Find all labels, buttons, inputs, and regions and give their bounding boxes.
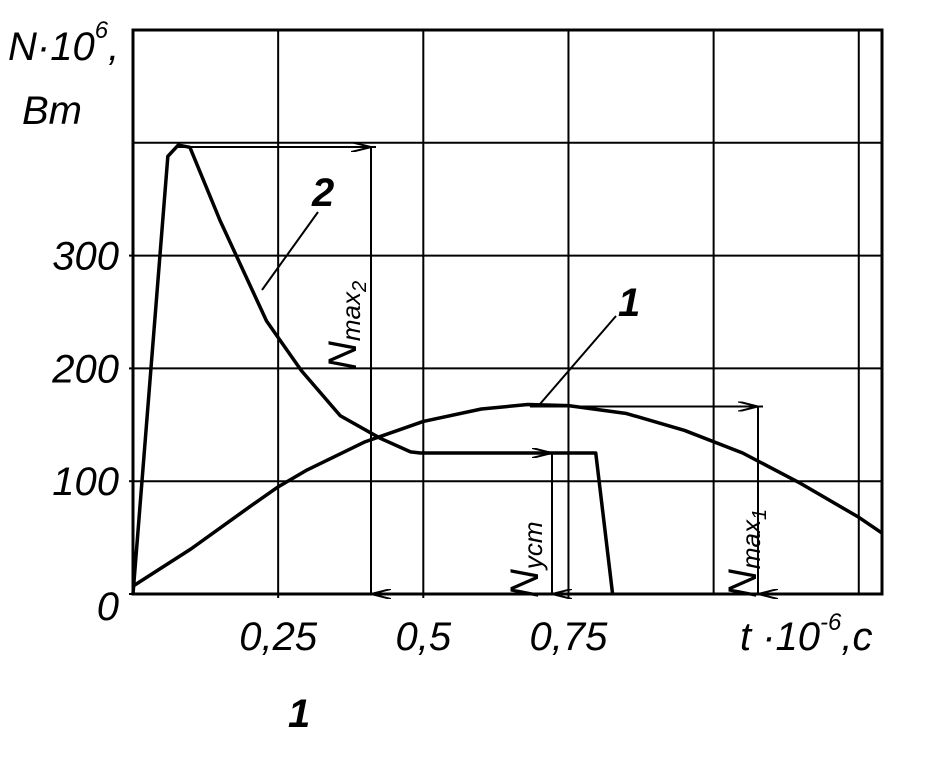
annotation-index: 1 <box>749 509 771 520</box>
annotation-index: 2 <box>349 281 371 293</box>
y-tick-label: 0 <box>97 585 119 629</box>
annotation-main: N <box>321 341 365 370</box>
x-label-base: t ·10 <box>740 615 820 659</box>
y-label-exp: 6 <box>95 17 109 44</box>
plot-frame <box>131 28 884 596</box>
annotation-sub: max <box>736 519 766 569</box>
annotation-main: N <box>721 569 765 598</box>
x-tick-label: 0,25 <box>239 615 318 659</box>
x-tick-label: 0,75 <box>530 615 609 659</box>
series-line <box>131 143 615 595</box>
annotation: Nmax1 <box>721 509 771 598</box>
y-tick-label: 200 <box>51 347 119 391</box>
annotation-main: N <box>503 569 547 598</box>
y-label: N·106, <box>8 17 119 69</box>
x-label-unit: ,c <box>841 615 872 659</box>
x-label-exp: -6 <box>820 609 842 636</box>
y-tick-label: 100 <box>52 460 119 504</box>
annotation: Nmax2 <box>321 281 371 370</box>
series-label: 1 <box>618 281 640 325</box>
leader-line <box>261 211 319 291</box>
series-line <box>132 402 883 588</box>
y-label-base: N·10 <box>8 25 95 69</box>
x-label: t ·10-6,c <box>740 609 873 659</box>
y-tick-label: 300 <box>52 235 119 279</box>
annotation: Nуст <box>503 521 548 598</box>
leader-line <box>539 315 617 405</box>
y-unit: Вт <box>22 89 82 133</box>
x-tick-label: 0,5 <box>396 615 452 659</box>
annotation-sub: max <box>336 291 366 341</box>
annotation-sub: уст <box>518 521 548 571</box>
y-label-sep: , <box>108 25 119 69</box>
series-label: 2 <box>311 171 334 215</box>
caption: 1 <box>288 692 310 736</box>
